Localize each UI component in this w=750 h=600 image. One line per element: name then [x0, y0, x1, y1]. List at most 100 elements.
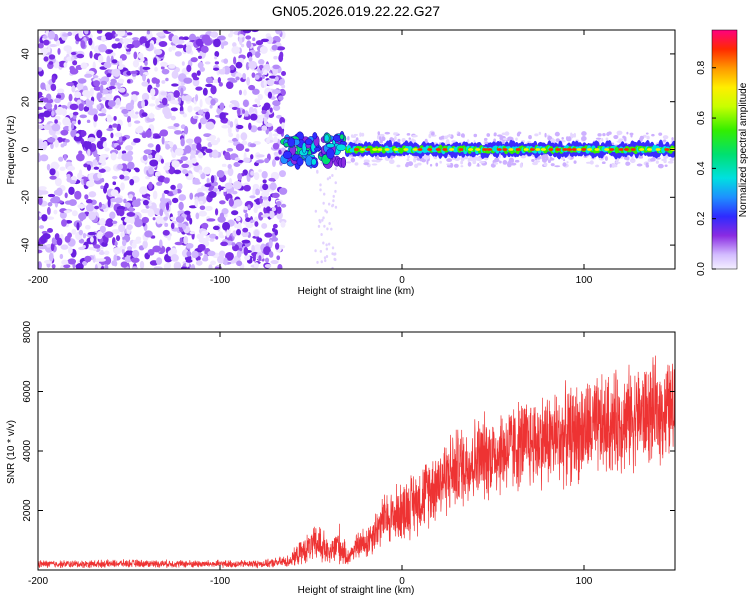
spectrogram-halo-blob — [498, 154, 501, 159]
spectrogram-halo-blob — [446, 134, 452, 138]
spectrogram-noise-blob — [237, 173, 243, 181]
spectrogram-noise-blob — [183, 235, 189, 245]
spectrogram-noise-blob — [98, 201, 102, 208]
spectrogram-noise-blob — [277, 264, 283, 269]
spectrogram-noise-blob — [49, 43, 58, 48]
spectrogram-noise-blob — [83, 176, 87, 186]
spectrogram-noise-blob — [165, 143, 171, 150]
spectrogram-noise-blob — [275, 30, 282, 35]
spectrogram-halo-blob — [435, 162, 439, 167]
spectrogram-halo-blob — [328, 221, 331, 225]
spectrogram-halo-blob — [515, 137, 518, 141]
spectrogram-noise-blob — [70, 51, 77, 56]
spectrogram-noise-blob — [38, 261, 42, 269]
spectrogram-noise-blob — [64, 138, 70, 143]
spectrogram-noise-blob — [196, 192, 205, 197]
spectrogram-halo-blob — [413, 157, 417, 163]
spectrogram-halo-blob — [531, 159, 535, 163]
spectrogram-noise-blob — [198, 210, 207, 217]
spectrogram-noise-blob — [100, 177, 105, 183]
spectrogram-noise-blob — [243, 89, 247, 96]
spectrogram-noise-blob — [76, 83, 82, 89]
spectrogram-noise-blob — [196, 70, 201, 76]
spectrogram-noise-blob — [144, 60, 148, 66]
spectrogram-noise-blob — [195, 86, 203, 91]
spectrogram-noise-blob — [104, 231, 114, 238]
spectrogram-noise-blob — [276, 206, 282, 214]
spectrogram-noise-blob — [76, 222, 80, 231]
spectrogram-noise-blob — [167, 234, 172, 241]
spectrogram-peak-blob — [630, 148, 636, 151]
y-tick-label: 0 — [21, 146, 32, 152]
spectrogram-noise-blob — [123, 198, 127, 204]
spectrogram-peak-blob — [502, 148, 508, 151]
spectrogram-y-label: Frequency (Hz) — [6, 116, 17, 185]
spectrogram-noise-blob — [256, 154, 265, 158]
spectrogram-noise-blob — [279, 170, 286, 178]
spectrogram-noise-blob — [185, 138, 194, 144]
spectrogram-peak-blob — [581, 148, 587, 151]
spectrogram-noise-blob — [76, 53, 85, 59]
spectrogram-noise-blob — [100, 136, 107, 142]
spectrogram-noise-blob — [278, 149, 282, 155]
spectrogram-noise-blob — [202, 108, 210, 113]
spectrogram-noise-blob — [106, 116, 114, 123]
spectrogram-noise-blob — [184, 145, 192, 154]
spectrogram-noise-blob — [93, 166, 99, 170]
spectrogram-noise-blob — [152, 190, 158, 200]
spectrogram-noise-blob — [88, 191, 97, 198]
spectrogram-noise-blob — [204, 97, 213, 103]
spectrogram-noise-blob — [206, 177, 210, 184]
spectrogram-noise-blob — [263, 102, 271, 111]
spectrogram-halo-blob — [323, 224, 326, 228]
spectrogram-halo-blob — [508, 159, 515, 163]
spectrogram-halo-blob — [613, 164, 618, 168]
spectrogram-noise-blob — [194, 136, 202, 145]
spectrogram-halo-blob — [314, 209, 318, 213]
spectrogram-noise-blob — [85, 199, 93, 204]
spectrogram-noise-blob — [63, 264, 71, 269]
spectrogram-peak-blob — [623, 148, 629, 151]
spectrogram-noise-blob — [76, 153, 85, 162]
spectrogram-noise-blob — [155, 171, 161, 177]
spectrogram-noise-blob — [84, 142, 92, 151]
spectrogram-halo-blob — [350, 157, 356, 163]
spectrogram-noise-blob — [171, 83, 179, 87]
spectrogram-noise-blob — [184, 210, 191, 215]
spectrogram-noise-blob — [47, 227, 53, 233]
spectrogram-noise-blob — [62, 117, 71, 126]
spectrogram-noise-blob — [274, 76, 279, 82]
spectrogram-halo-blob — [324, 259, 327, 263]
spectrogram-halo-blob — [411, 134, 418, 138]
spectrogram-noise-blob — [126, 211, 136, 217]
spectrogram-noise-blob — [98, 43, 107, 53]
spectrogram-noise-blob — [117, 30, 126, 37]
spectrogram-noise-blob — [250, 154, 254, 160]
spectrogram-noise-blob — [186, 250, 192, 257]
spectrogram-halo-blob — [595, 164, 599, 168]
spectrogram-halo-blob — [629, 158, 636, 164]
colorbar-label: Normalized spectral amplitude — [738, 82, 749, 217]
spectrogram-noise-blob — [79, 114, 88, 119]
spectrogram-noise-blob — [272, 64, 280, 70]
spectrogram-noise-blob — [123, 175, 130, 181]
spectrogram-noise-blob — [158, 132, 165, 137]
spectrogram-noise-blob — [243, 184, 251, 192]
spectrogram-noise-blob — [254, 51, 261, 59]
spectrogram-peak-blob — [604, 148, 610, 151]
spectrogram-noise-blob — [113, 247, 122, 255]
spectrogram-noise-blob — [106, 128, 114, 132]
spectrogram-noise-blob — [250, 125, 258, 133]
spectrogram-transition-blob — [339, 133, 345, 140]
spectrogram-noise-blob — [141, 132, 147, 139]
spectrogram-noise-blob — [250, 170, 255, 176]
spectrogram-noise-blob — [276, 255, 281, 261]
spectrogram-halo-blob — [321, 218, 324, 222]
spectrogram-noise-blob — [265, 36, 274, 45]
spectrogram-noise-blob — [195, 38, 204, 47]
spectrogram-halo-blob — [606, 133, 609, 136]
spectrogram-noise-blob — [84, 194, 89, 200]
spectrogram-halo-blob — [615, 161, 621, 164]
spectrogram-noise-blob — [278, 95, 284, 101]
spectrogram-noise-blob — [46, 206, 51, 215]
